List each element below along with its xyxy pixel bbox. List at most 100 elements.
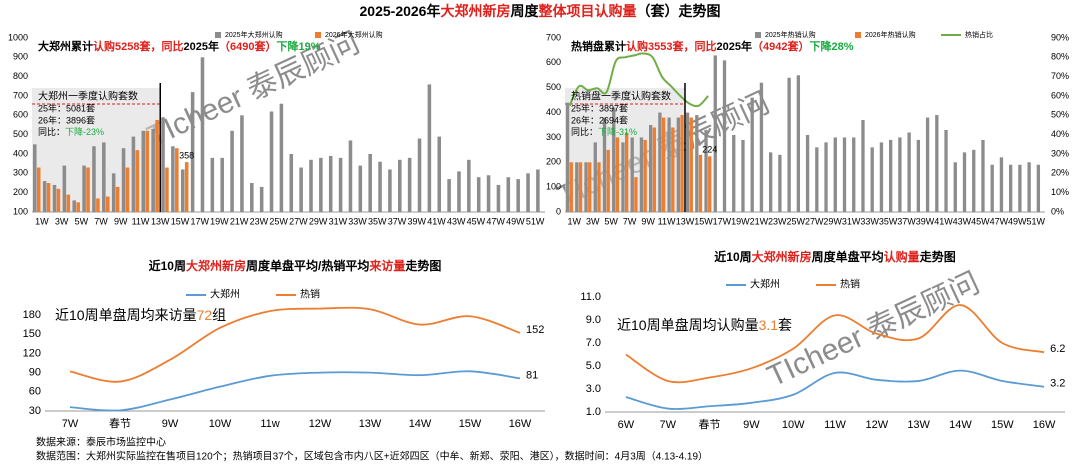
legend-swatch — [855, 32, 861, 38]
bar — [62, 165, 67, 212]
y-tick-label: 900 — [13, 52, 28, 62]
x-tick-label: 12W — [866, 419, 889, 431]
bar — [972, 149, 976, 212]
bar — [131, 136, 136, 212]
legend-swatch — [315, 32, 321, 38]
y-tick-label: 30 — [29, 405, 41, 417]
bar — [824, 142, 828, 212]
y-tick-label: 150 — [23, 328, 41, 340]
bar — [565, 102, 570, 212]
y-tick-label: 3.0 — [586, 383, 601, 395]
x-tick-label: 9W — [114, 216, 128, 226]
bar — [704, 129, 708, 212]
y2-tick-label: 10% — [1051, 187, 1069, 197]
chart-title: 近10周大郑州新房周度单盘平均认购量走势图 — [714, 249, 955, 264]
legend-label: 2026年热销认购 — [865, 30, 916, 39]
bar — [348, 140, 353, 212]
bar — [141, 130, 146, 212]
y-tick-label: 400 — [546, 107, 561, 117]
bar — [953, 162, 957, 212]
bar — [516, 179, 520, 212]
page-title-part: 整体项目认购量 — [537, 3, 636, 19]
bar — [328, 155, 333, 212]
x-tick-label: 14W — [949, 419, 972, 431]
bar — [161, 117, 165, 212]
x-tick-label: 春节 — [699, 418, 721, 431]
bar — [151, 128, 155, 212]
bar — [907, 132, 911, 212]
bar — [990, 164, 994, 212]
legend-label: 2025年大郑州认购 — [225, 30, 283, 39]
bar — [447, 179, 451, 212]
chart-title-part: 走势图 — [920, 249, 956, 264]
bar — [625, 132, 629, 212]
x-tick-label: 15W — [991, 419, 1014, 431]
note-change-part: 下降-31% — [598, 126, 637, 137]
x-tick-label: 5W — [604, 216, 618, 226]
bar — [833, 137, 837, 212]
x-tick-label: 23W — [250, 216, 269, 226]
x-tick-label: 33W — [860, 216, 879, 226]
x-tick-label: 7W — [94, 216, 108, 226]
note-change-part: 同比： — [38, 126, 65, 137]
note-line: 26年：3896套 — [38, 114, 95, 125]
series-line — [625, 304, 1045, 384]
x-tick-label: 19W — [731, 216, 750, 226]
x-tick-label: 14W — [409, 418, 432, 430]
x-tick-label: 10W — [209, 418, 232, 430]
page-title-part: 2025-2026年 — [360, 3, 441, 19]
bar — [76, 202, 80, 212]
y2-tick-label: 60% — [1051, 90, 1069, 100]
x-tick-label: 49W — [1008, 216, 1027, 226]
x-tick-label: 17W — [190, 216, 209, 226]
chart-title-part: 大郑州新房 — [752, 249, 812, 264]
watermark: TIcheer 泰辰顾问 — [762, 266, 984, 393]
bar — [916, 139, 921, 212]
bar — [889, 139, 893, 212]
bar — [220, 157, 224, 212]
bar — [46, 183, 51, 212]
x-tick-label: 15W — [459, 418, 482, 430]
note-line: 26年：2694套 — [571, 114, 628, 125]
bar — [750, 97, 754, 212]
bar — [358, 165, 363, 212]
x-tick-label: 3W — [586, 216, 600, 226]
chart-title-part: 认购量 — [884, 249, 920, 264]
x-tick-label: 10W — [782, 419, 805, 431]
x-tick-label: 39W — [916, 216, 935, 226]
x-tick-label: 春节 — [109, 417, 131, 430]
bar — [190, 92, 195, 212]
x-tick-label: 43W — [953, 216, 972, 226]
bar — [378, 161, 382, 212]
chart-note-part: 近10周单盘周均来访量 — [55, 307, 197, 323]
bar — [879, 142, 884, 212]
series-line — [625, 369, 1045, 410]
footer-text: 数据范围：大郑州实际监控在售项目120个；热销项目37个，区域包含市内八区+近郊… — [36, 450, 708, 463]
x-tick-label: 37W — [897, 216, 916, 226]
x-tick-label: 27W — [289, 216, 308, 226]
bar — [299, 167, 303, 212]
x-tick-label: 45W — [971, 216, 990, 226]
bar — [732, 134, 736, 212]
x-tick-label: 7W — [62, 418, 79, 430]
bar — [457, 171, 461, 212]
y-tick-label: 120 — [23, 347, 41, 359]
footer-text: 数据来源：泰辰市场监控中心 — [36, 436, 166, 449]
bar — [417, 138, 422, 212]
legend-label: 2025年热销认购 — [765, 30, 816, 39]
y-tick-label: 180 — [23, 309, 41, 321]
chart-title-part: 来访量 — [368, 258, 405, 273]
bar — [842, 137, 847, 212]
legend-swatch — [755, 32, 761, 38]
x-tick-label: 1W — [35, 216, 49, 226]
bar — [506, 177, 511, 212]
bar — [467, 159, 471, 212]
x-tick-label: 19W — [210, 216, 229, 226]
x-tick-label: 27W — [805, 216, 824, 226]
bar — [861, 120, 865, 212]
bar — [86, 167, 90, 212]
bar — [368, 154, 372, 212]
chart-note-part: 套 — [778, 317, 792, 333]
bar — [175, 148, 179, 212]
bar — [787, 77, 791, 213]
